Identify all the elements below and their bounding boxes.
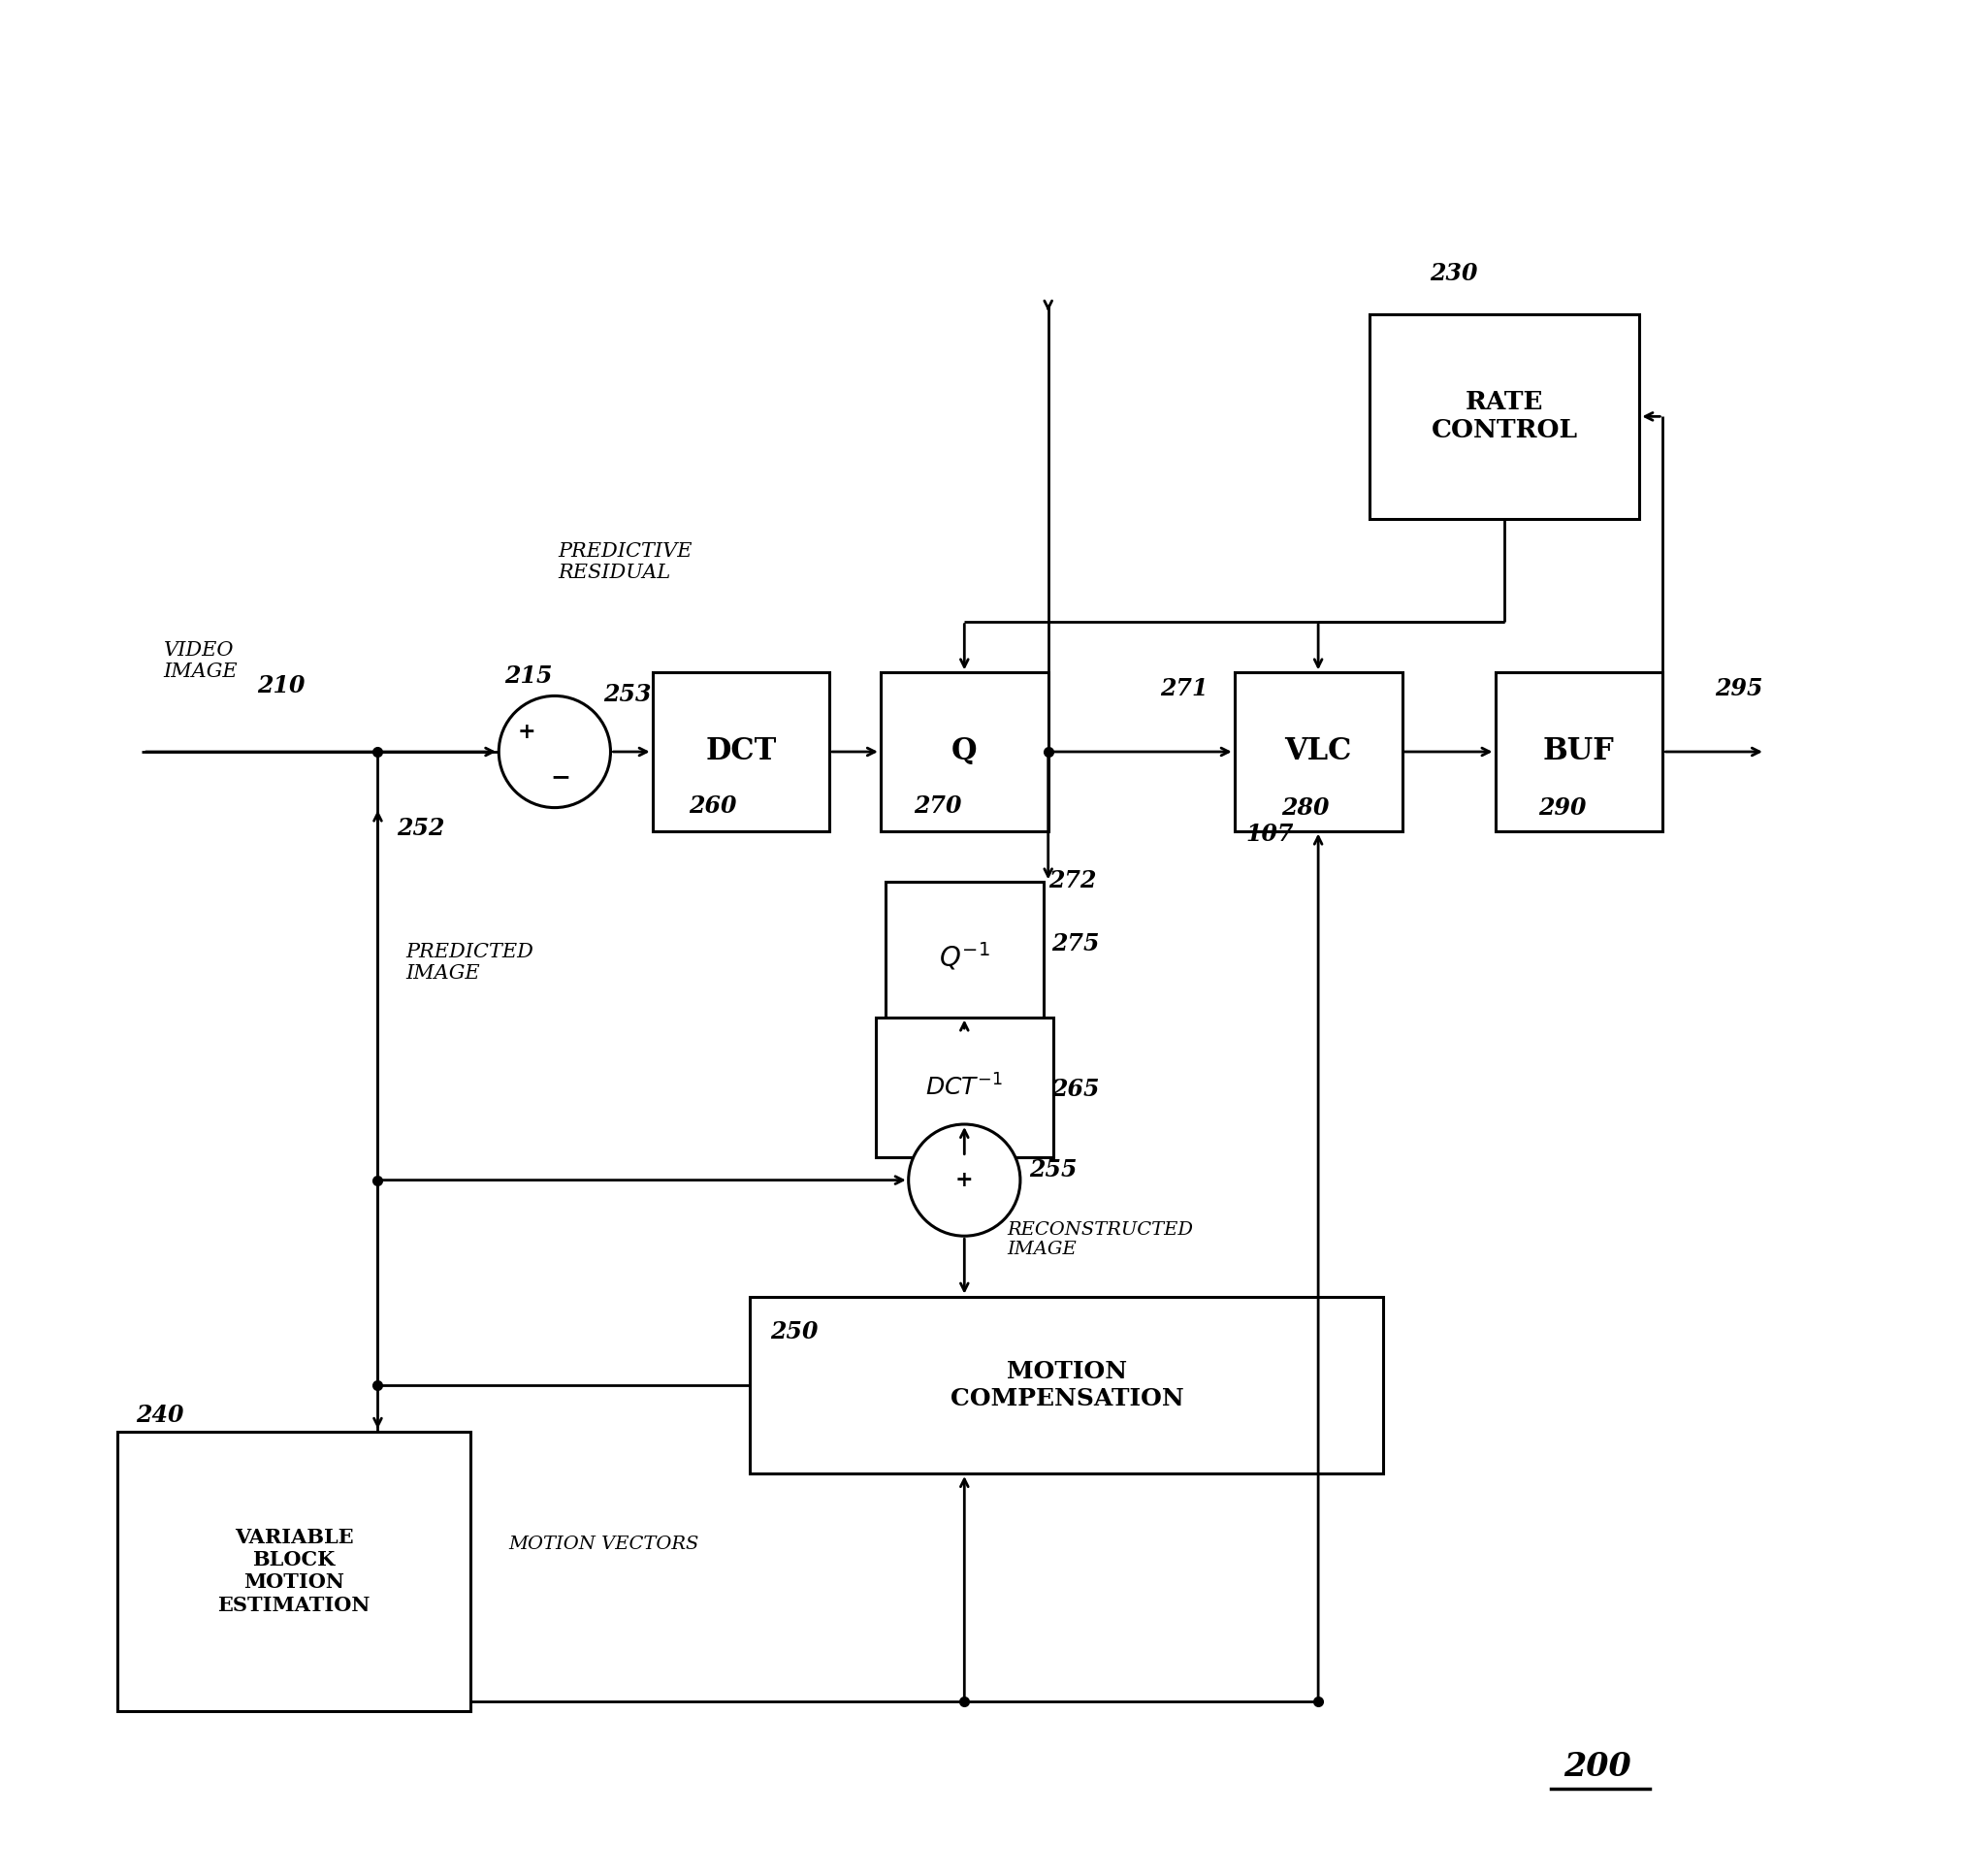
- Text: 270: 270: [914, 795, 961, 818]
- Text: PREDICTED
IMAGE: PREDICTED IMAGE: [405, 944, 533, 983]
- Text: −: −: [550, 765, 570, 788]
- FancyBboxPatch shape: [885, 882, 1044, 1032]
- Text: 230: 230: [1429, 263, 1478, 285]
- FancyBboxPatch shape: [1494, 673, 1663, 831]
- Text: MOTION VECTORS: MOTION VECTORS: [507, 1535, 698, 1553]
- FancyBboxPatch shape: [653, 673, 830, 831]
- Text: PREDICTIVE
RESIDUAL: PREDICTIVE RESIDUAL: [558, 542, 692, 582]
- Text: DCT: DCT: [706, 737, 777, 767]
- Text: 252: 252: [397, 818, 444, 840]
- Text: 107: 107: [1246, 824, 1294, 846]
- Text: 255: 255: [1030, 1157, 1077, 1182]
- Text: +: +: [955, 1169, 973, 1191]
- Text: 210: 210: [258, 673, 305, 698]
- Text: Q: Q: [952, 737, 977, 767]
- Text: 250: 250: [771, 1321, 818, 1343]
- Text: BUF: BUF: [1543, 737, 1614, 767]
- Text: 215: 215: [505, 664, 552, 688]
- Text: 280: 280: [1282, 797, 1329, 820]
- Text: MOTION
COMPENSATION: MOTION COMPENSATION: [950, 1360, 1184, 1411]
- Text: RECONSTRUCTED
IMAGE: RECONSTRUCTED IMAGE: [1007, 1221, 1193, 1259]
- Text: 200: 200: [1563, 1750, 1632, 1782]
- FancyBboxPatch shape: [751, 1296, 1384, 1473]
- Text: 260: 260: [688, 795, 737, 818]
- FancyBboxPatch shape: [118, 1431, 472, 1711]
- Text: 253: 253: [604, 683, 651, 705]
- Text: VARIABLE
BLOCK
MOTION
ESTIMATION: VARIABLE BLOCK MOTION ESTIMATION: [218, 1527, 370, 1615]
- Text: $DCT^{-1}$: $DCT^{-1}$: [926, 1073, 1003, 1099]
- Text: 290: 290: [1537, 797, 1587, 820]
- FancyBboxPatch shape: [1370, 313, 1640, 520]
- Circle shape: [499, 696, 611, 809]
- Text: VLC: VLC: [1284, 737, 1353, 767]
- Text: VIDEO
IMAGE: VIDEO IMAGE: [163, 642, 238, 681]
- Text: +: +: [517, 722, 537, 743]
- Circle shape: [908, 1124, 1020, 1236]
- Text: 275: 275: [1052, 932, 1099, 957]
- Text: 265: 265: [1052, 1079, 1099, 1101]
- Text: 271: 271: [1160, 677, 1207, 702]
- Text: 272: 272: [1048, 869, 1097, 893]
- FancyBboxPatch shape: [1235, 673, 1402, 831]
- FancyBboxPatch shape: [877, 1017, 1054, 1157]
- Text: RATE
CONTROL: RATE CONTROL: [1431, 390, 1579, 443]
- Text: 240: 240: [136, 1403, 183, 1428]
- Text: $Q^{-1}$: $Q^{-1}$: [940, 940, 991, 972]
- FancyBboxPatch shape: [881, 673, 1048, 831]
- Text: 295: 295: [1714, 677, 1764, 702]
